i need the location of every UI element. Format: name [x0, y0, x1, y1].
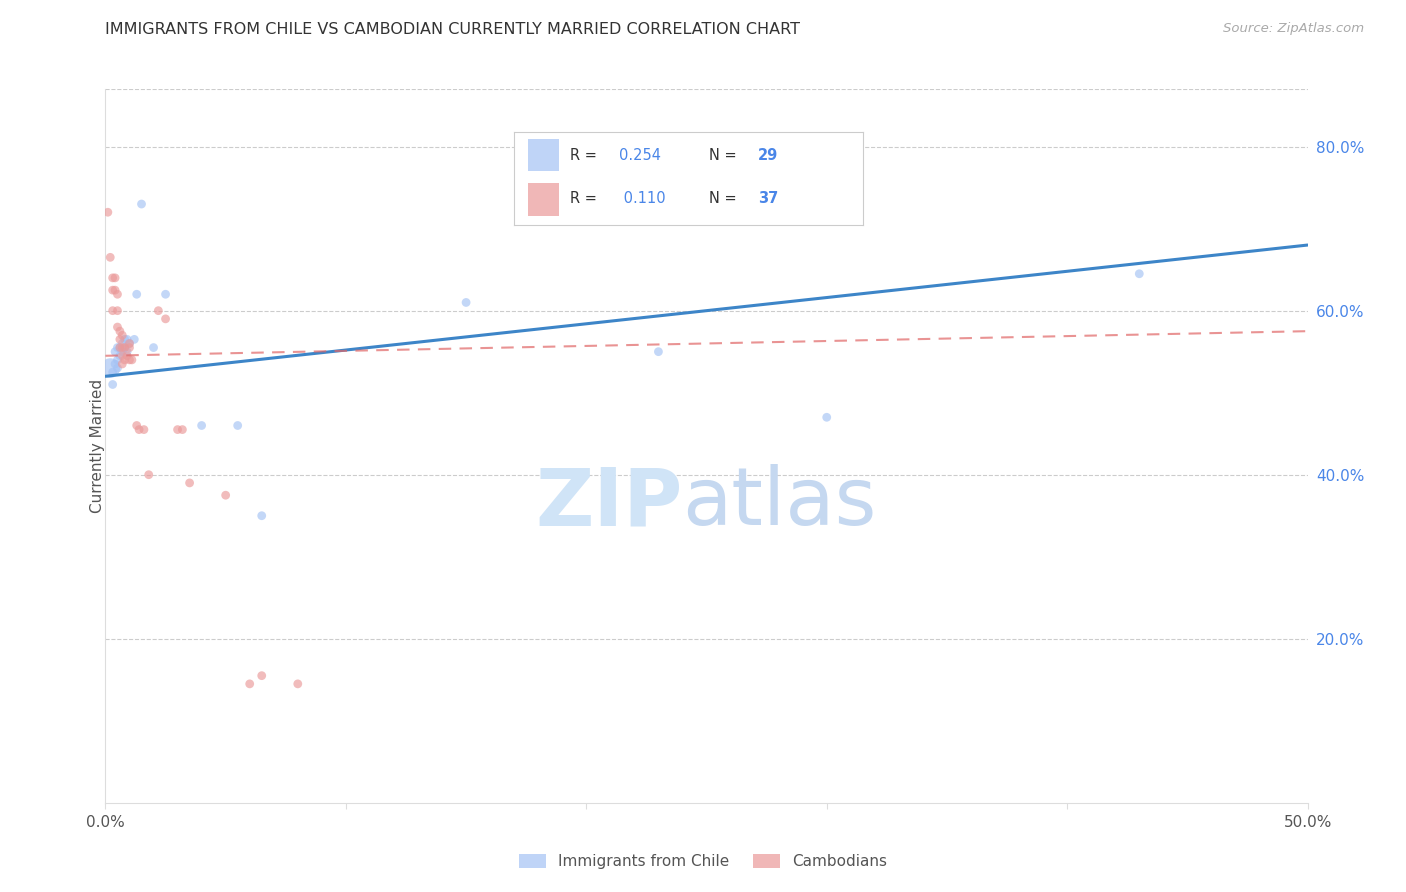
Point [287, 677, 309, 691]
Point [148, 303, 170, 318]
Text: atlas: atlas [682, 464, 877, 542]
Point [108, 349, 131, 363]
Point [101, 303, 124, 318]
Text: Source: ZipAtlas.com: Source: ZipAtlas.com [1223, 22, 1364, 36]
Y-axis label: Currently Married: Currently Married [90, 379, 104, 513]
Point [101, 377, 124, 392]
Point [118, 352, 141, 367]
Point [131, 197, 153, 211]
Point [172, 423, 194, 437]
Point [190, 418, 212, 433]
Point [107, 320, 129, 334]
Point [111, 328, 134, 343]
Point [114, 341, 136, 355]
Point [114, 341, 136, 355]
Point [647, 344, 669, 359]
Point [250, 668, 273, 682]
Point [179, 475, 201, 490]
Point [104, 344, 127, 359]
Point [108, 324, 131, 338]
Point [239, 677, 262, 691]
Point [815, 410, 838, 425]
Point [98, 361, 121, 376]
Point [104, 357, 127, 371]
Point [155, 287, 177, 301]
Point [454, 295, 477, 310]
Point [108, 332, 131, 346]
Point [118, 341, 141, 355]
Point [111, 349, 134, 363]
Point [128, 423, 150, 437]
Point [115, 344, 138, 359]
Point [250, 508, 273, 523]
Point [138, 467, 160, 482]
Point [104, 270, 127, 285]
Point [107, 361, 129, 376]
Point [107, 287, 129, 301]
Point [118, 336, 141, 351]
Point [125, 287, 148, 301]
Point [107, 303, 129, 318]
Point [121, 352, 143, 367]
Point [214, 488, 236, 502]
Point [118, 336, 141, 351]
Point [108, 341, 131, 355]
Point [111, 344, 134, 359]
Point [111, 357, 134, 371]
Legend: Immigrants from Chile, Cambodians: Immigrants from Chile, Cambodians [513, 848, 893, 875]
Point [111, 336, 134, 351]
Point [101, 283, 124, 297]
Point [97, 205, 120, 219]
Point [108, 341, 131, 355]
Point [155, 311, 177, 326]
Point [111, 341, 134, 355]
Point [142, 341, 165, 355]
Point [101, 365, 124, 379]
Point [1128, 267, 1150, 281]
Point [115, 332, 138, 346]
Point [114, 332, 136, 346]
Text: ZIP: ZIP [536, 464, 682, 542]
Point [125, 418, 148, 433]
Point [107, 341, 129, 355]
Text: IMMIGRANTS FROM CHILE VS CAMBODIAN CURRENTLY MARRIED CORRELATION CHART: IMMIGRANTS FROM CHILE VS CAMBODIAN CURRE… [105, 22, 800, 37]
Point [166, 423, 188, 437]
Point [107, 352, 129, 367]
Point [226, 418, 249, 433]
Point [114, 352, 136, 367]
Point [104, 283, 127, 297]
Point [101, 270, 124, 285]
Point [98, 251, 121, 265]
Point [115, 349, 138, 363]
Point [124, 332, 146, 346]
Point [132, 423, 155, 437]
